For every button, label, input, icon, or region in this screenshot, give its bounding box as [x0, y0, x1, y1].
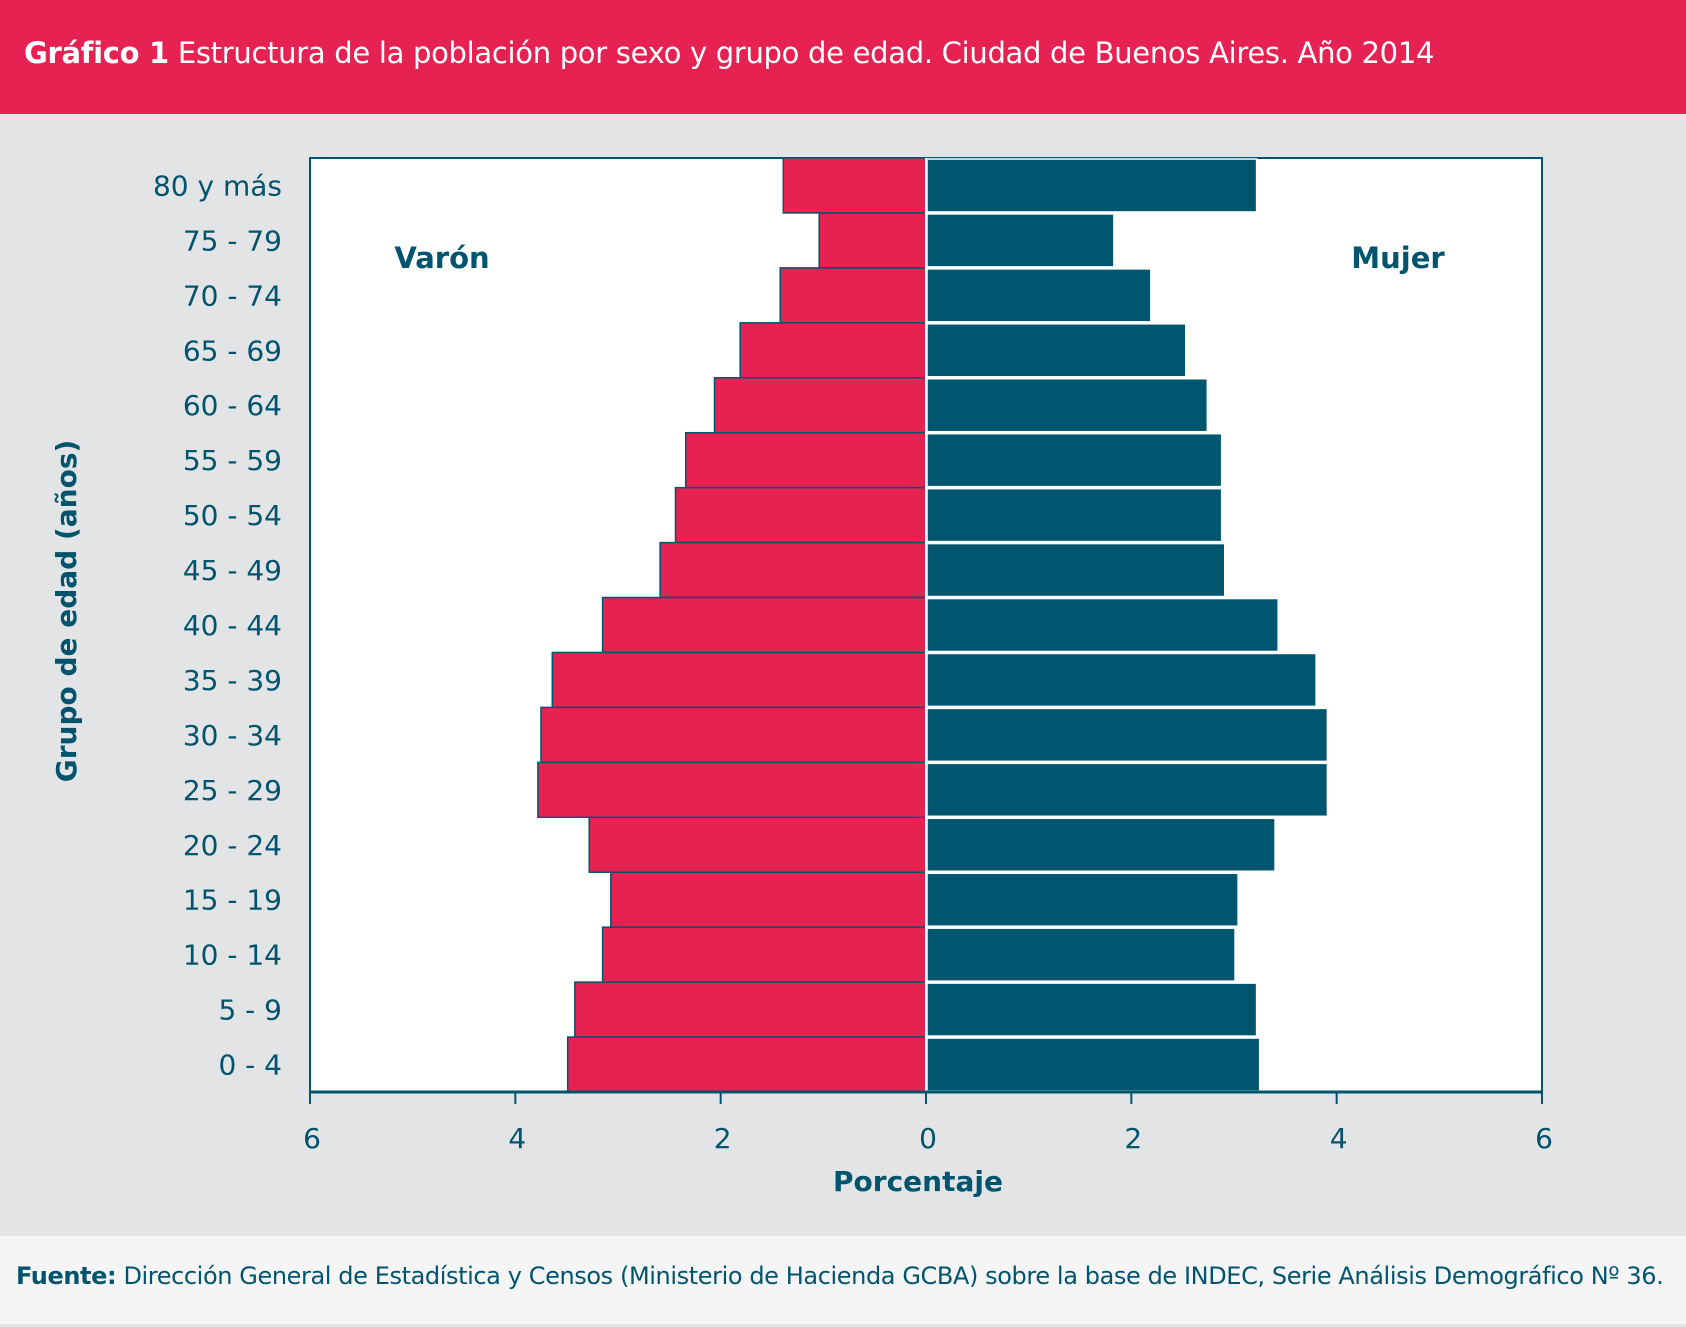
bar-female-0 [926, 158, 1258, 213]
bar-female-10 [926, 707, 1329, 763]
bar-female-9 [926, 652, 1317, 708]
y-tick-label: 25 - 29 [183, 774, 282, 807]
bar-female-15 [926, 982, 1258, 1037]
bar-male-12 [588, 816, 927, 873]
y-tick-label: 30 - 34 [183, 719, 282, 752]
bar-female-5 [926, 432, 1223, 488]
source-text: Dirección General de Estadística y Censo… [123, 1262, 1664, 1290]
legend-male-label: Varón [394, 241, 489, 275]
y-tick-label: 75 - 79 [183, 224, 282, 257]
bar-male-7 [659, 541, 927, 599]
bar-male-13 [610, 871, 927, 928]
bar-male-1 [818, 212, 927, 269]
y-tick-label: 50 - 54 [183, 499, 282, 532]
chart-header: Gráfico 1 Estructura de la población por… [0, 0, 1686, 114]
bar-female-7 [926, 542, 1226, 598]
x-tick-label: 6 [1535, 1122, 1553, 1155]
bar-female-12 [926, 817, 1276, 872]
x-tick-label: 2 [714, 1122, 732, 1155]
bar-female-11 [926, 762, 1329, 818]
x-axis-label: Porcentaje [833, 1165, 1003, 1198]
y-tick-label: 60 - 64 [183, 389, 282, 422]
bar-male-15 [574, 981, 927, 1038]
bar-female-4 [926, 378, 1209, 433]
y-tick-label: 45 - 49 [183, 554, 282, 587]
y-tick-label: 35 - 39 [183, 664, 282, 697]
bar-female-16 [926, 1037, 1261, 1092]
bar-female-1 [926, 213, 1115, 268]
y-tick-label: 40 - 44 [183, 609, 282, 642]
y-tick-label: 80 y más [153, 169, 282, 202]
bar-female-8 [926, 597, 1279, 653]
x-tick-label: 0 [919, 1122, 937, 1155]
bar-female-2 [926, 268, 1152, 323]
y-tick-label: 20 - 24 [183, 829, 282, 862]
bar-male-14 [601, 926, 927, 983]
legend-female-label: Mujer [1351, 241, 1445, 275]
y-tick-label: 0 - 4 [218, 1049, 282, 1082]
x-tick-label: 2 [1124, 1122, 1142, 1155]
bar-male-3 [739, 322, 927, 379]
bar-male-9 [551, 651, 927, 709]
y-tick-label: 70 - 74 [183, 279, 282, 312]
y-tick-label: 10 - 14 [183, 939, 282, 972]
x-tick-label: 6 [303, 1122, 321, 1155]
population-pyramid-chart: 80 y más 75 - 79 70 - 74 65 - 69 60 - 64 55 -… [50, 157, 1553, 1198]
bar-female-14 [926, 927, 1236, 982]
x-tick-label: 4 [1330, 1122, 1348, 1155]
bar-male-11 [537, 761, 927, 819]
bar-male-5 [685, 431, 927, 489]
bar-female-6 [926, 487, 1223, 543]
bar-male-2 [779, 267, 927, 324]
y-tick-label: 5 - 9 [218, 994, 282, 1027]
chart-title: Estructura de la población por sexo y gr… [177, 36, 1435, 70]
bar-female-13 [926, 872, 1239, 927]
bar-male-10 [540, 706, 927, 764]
chart-number: Gráfico 1 [24, 36, 169, 70]
source-label: Fuente: [16, 1262, 117, 1290]
bar-male-16 [566, 1036, 927, 1093]
bar-male-4 [713, 377, 927, 434]
source-note: Fuente: Dirección General de Estadística… [0, 1236, 1686, 1324]
y-tick-label: 55 - 59 [183, 444, 282, 477]
x-tick-label: 4 [508, 1122, 526, 1155]
y-axis-label: Grupo de edad (años) [50, 440, 83, 783]
y-tick-label: 15 - 19 [183, 884, 282, 917]
bar-male-8 [601, 596, 927, 654]
y-tick-label: 65 - 69 [183, 334, 282, 367]
bar-female-3 [926, 323, 1187, 378]
bar-male-6 [674, 486, 927, 544]
bar-male-0 [782, 157, 927, 214]
